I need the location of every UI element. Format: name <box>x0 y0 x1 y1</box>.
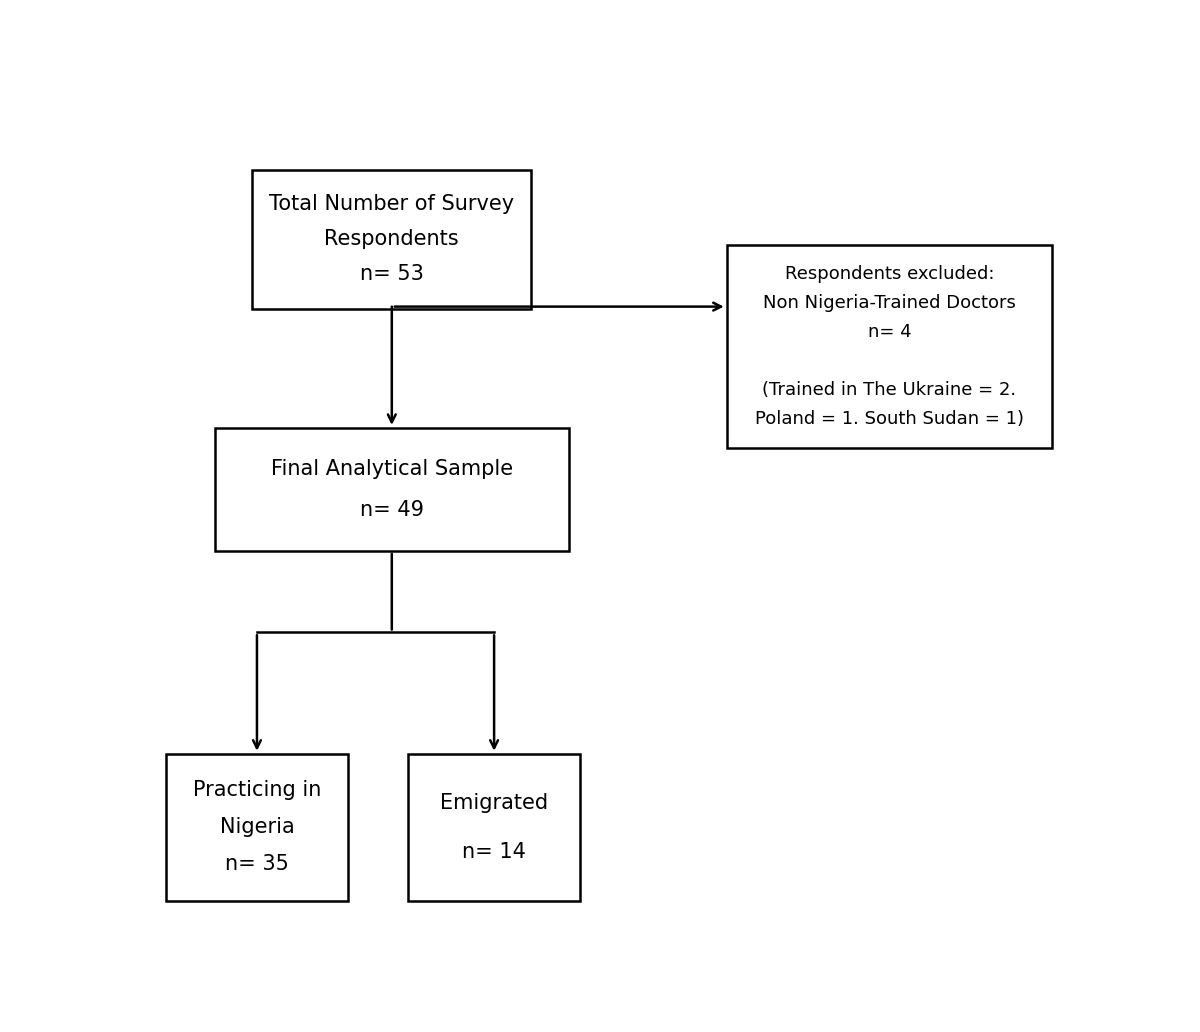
Text: n= 14: n= 14 <box>462 842 526 862</box>
Bar <box>252 169 532 309</box>
Text: Respondents: Respondents <box>324 229 460 249</box>
Text: n= 35: n= 35 <box>226 853 289 874</box>
Text: n= 49: n= 49 <box>360 499 424 520</box>
Text: Nigeria: Nigeria <box>220 817 294 837</box>
Bar <box>727 245 1052 448</box>
Text: Total Number of Survey: Total Number of Survey <box>269 194 515 215</box>
Bar <box>167 753 348 901</box>
Text: Practicing in: Practicing in <box>193 780 322 801</box>
Text: Non Nigeria-Trained Doctors: Non Nigeria-Trained Doctors <box>763 294 1015 312</box>
Bar <box>215 428 569 551</box>
Text: n= 53: n= 53 <box>360 264 424 284</box>
Text: Final Analytical Sample: Final Analytical Sample <box>271 459 512 479</box>
Text: n= 4: n= 4 <box>868 323 911 341</box>
Bar <box>408 753 580 901</box>
Text: (Trained in The Ukraine = 2.: (Trained in The Ukraine = 2. <box>762 381 1016 398</box>
Text: Poland = 1. South Sudan = 1): Poland = 1. South Sudan = 1) <box>755 410 1024 427</box>
Text: Emigrated: Emigrated <box>440 793 548 812</box>
Text: Respondents excluded:: Respondents excluded: <box>785 265 994 283</box>
